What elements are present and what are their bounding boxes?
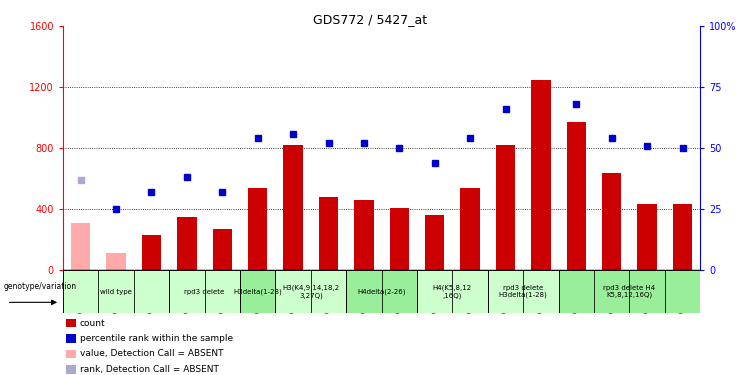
Bar bbox=[531, 80, 551, 270]
Bar bbox=[240, 270, 276, 313]
Bar bbox=[276, 270, 346, 313]
Text: percentile rank within the sample: percentile rank within the sample bbox=[79, 334, 233, 343]
Bar bbox=[673, 204, 692, 270]
Text: genotype/variation: genotype/variation bbox=[4, 282, 77, 291]
Bar bbox=[66, 334, 76, 343]
Text: rank, Detection Call = ABSENT: rank, Detection Call = ABSENT bbox=[79, 365, 219, 374]
Bar bbox=[637, 204, 657, 270]
Text: GDS772 / 5427_at: GDS772 / 5427_at bbox=[313, 13, 428, 26]
Bar bbox=[66, 350, 76, 358]
Bar bbox=[602, 172, 622, 270]
Text: H4delta(2-26): H4delta(2-26) bbox=[357, 288, 406, 295]
Bar bbox=[134, 270, 169, 313]
Bar bbox=[354, 200, 373, 270]
Bar bbox=[488, 270, 523, 313]
Bar bbox=[629, 270, 665, 313]
Bar bbox=[453, 270, 488, 313]
Text: wild type: wild type bbox=[100, 289, 132, 295]
Bar bbox=[523, 270, 559, 313]
Bar bbox=[417, 270, 488, 313]
Text: rpd3 delete: rpd3 delete bbox=[185, 289, 225, 295]
Bar bbox=[169, 270, 205, 313]
Bar bbox=[283, 145, 303, 270]
Bar bbox=[213, 229, 232, 270]
Bar bbox=[63, 270, 169, 313]
Bar bbox=[460, 188, 480, 270]
Bar bbox=[205, 270, 240, 313]
Text: H4(K5,8,12
,16Q): H4(K5,8,12 ,16Q) bbox=[433, 285, 472, 298]
Bar bbox=[382, 270, 417, 313]
Bar bbox=[417, 270, 453, 313]
Bar bbox=[99, 270, 134, 313]
Bar bbox=[310, 270, 346, 313]
Bar bbox=[142, 235, 162, 270]
Text: rpd3 delete
H3delta(1-28): rpd3 delete H3delta(1-28) bbox=[499, 285, 548, 298]
Bar bbox=[66, 319, 76, 327]
Bar bbox=[567, 122, 586, 270]
Bar bbox=[346, 270, 382, 313]
Bar bbox=[496, 145, 515, 270]
Bar bbox=[425, 215, 445, 270]
Bar bbox=[276, 270, 310, 313]
Bar bbox=[66, 365, 76, 374]
Text: H3delta(1-28): H3delta(1-28) bbox=[233, 288, 282, 295]
Bar bbox=[559, 270, 594, 313]
Bar bbox=[71, 223, 90, 270]
Bar bbox=[594, 270, 629, 313]
Bar bbox=[488, 270, 559, 313]
Bar bbox=[63, 270, 99, 313]
Bar bbox=[665, 270, 700, 313]
Bar bbox=[240, 270, 276, 313]
Bar bbox=[319, 197, 338, 270]
Bar bbox=[107, 253, 126, 270]
Text: value, Detection Call = ABSENT: value, Detection Call = ABSENT bbox=[79, 350, 223, 358]
Bar bbox=[248, 188, 268, 270]
Bar bbox=[390, 207, 409, 270]
Bar bbox=[346, 270, 417, 313]
Text: rpd3 delete H4
K5,8,12,16Q): rpd3 delete H4 K5,8,12,16Q) bbox=[603, 285, 656, 298]
Text: H3(K4,9,14,18,2
3,27Q): H3(K4,9,14,18,2 3,27Q) bbox=[282, 285, 339, 298]
Bar bbox=[559, 270, 700, 313]
Text: count: count bbox=[79, 318, 105, 327]
Bar bbox=[177, 217, 196, 270]
Bar bbox=[169, 270, 240, 313]
